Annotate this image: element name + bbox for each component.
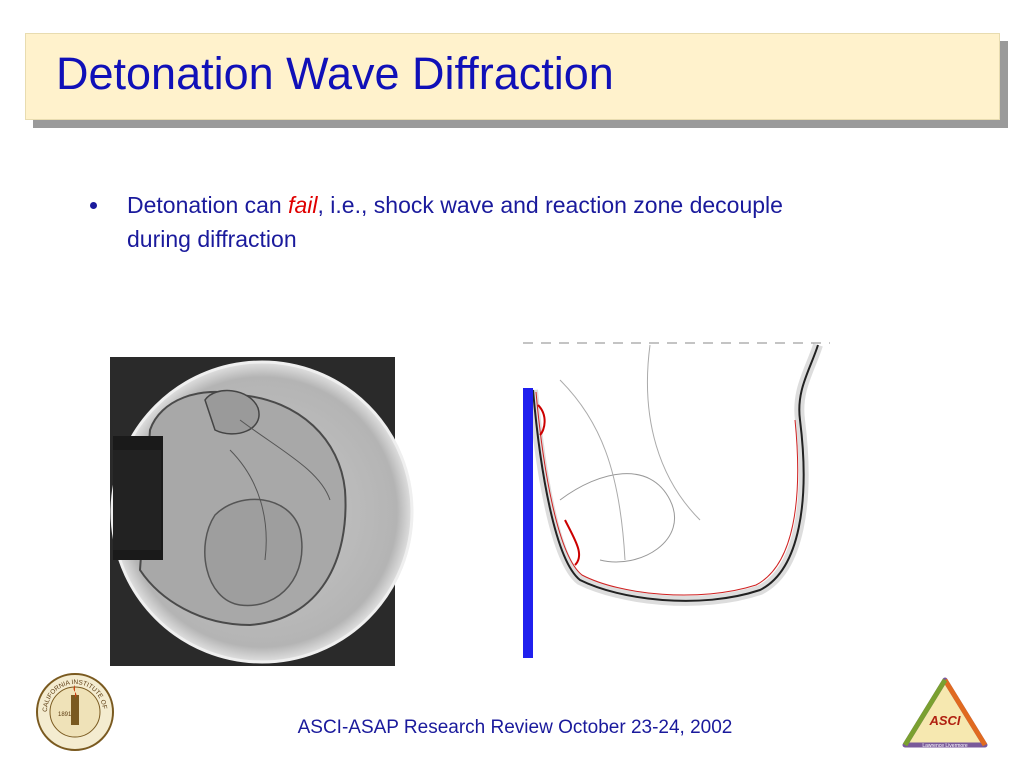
- bullet-dot: [90, 202, 97, 209]
- bullet-text: Detonation can: [127, 192, 289, 218]
- title-box: Detonation Wave Diffraction: [25, 33, 1000, 120]
- simulation: [523, 342, 830, 658]
- logo-ring-text-path: CALIFORNIA INSTITUTE OF TECHNOLOGY: [0, 0, 108, 712]
- bullet-emphasis: fail: [288, 192, 318, 218]
- caltech-logo: CALIFORNIA INSTITUTE OF TECHNOLOGY 1891: [0, 0, 114, 751]
- logo-lab-text: Lawrence Livermore: [922, 743, 968, 749]
- footer: ASCI-ASAP Research Review October 23-24,…: [297, 717, 733, 738]
- logo-ring-text: CALIFORNIA INSTITUTE OF TECHNOLOGY: [0, 0, 108, 712]
- bullet-text: , i.e., shock wave and reaction zone dec…: [127, 192, 783, 252]
- photo: [110, 357, 414, 666]
- logo-year: 1891: [58, 712, 72, 718]
- logo-asci-text: ASCI: [928, 713, 960, 728]
- slide-title: Detonation Wave Diffraction: [56, 48, 614, 99]
- asci-logo: ASCI Lawrence Livermore: [902, 677, 988, 749]
- bullet: Detonation can fail, i.e., shock wave an…: [90, 188, 847, 256]
